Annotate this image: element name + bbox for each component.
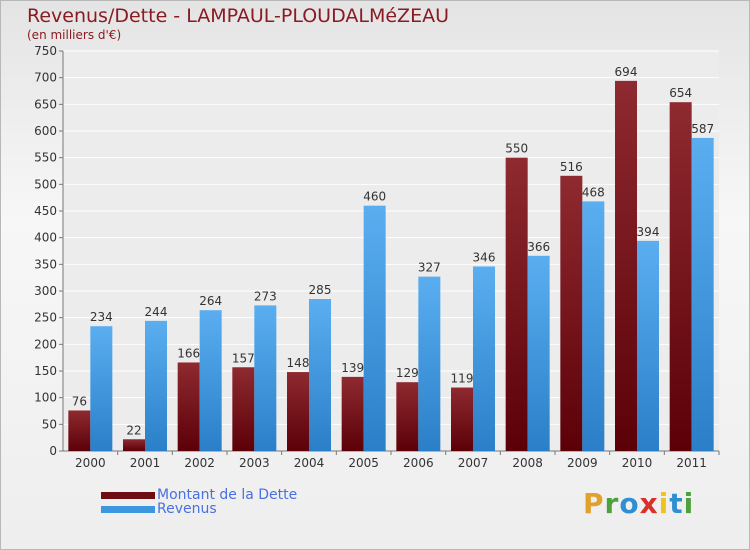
data-label-debt: 516	[560, 160, 583, 174]
x-tick-label: 2011	[676, 456, 707, 470]
y-tick-label: 100	[34, 391, 57, 405]
y-tick-label: 200	[34, 337, 57, 351]
data-label-revenue: 587	[691, 122, 714, 136]
bar-revenue	[691, 137, 714, 451]
data-label-debt: 139	[341, 361, 364, 375]
data-label-debt: 654	[669, 86, 692, 100]
bar-revenue	[637, 240, 659, 451]
data-label-debt: 129	[396, 366, 419, 380]
data-label-debt: 157	[232, 351, 255, 365]
data-label-debt: 119	[451, 372, 474, 386]
data-label-debt: 550	[505, 142, 528, 156]
data-label-revenue: 394	[637, 225, 660, 239]
x-tick-label: 2008	[512, 456, 543, 470]
bar-revenue	[473, 266, 495, 451]
y-tick-label: 350	[34, 257, 57, 271]
x-tick-label: 2001	[130, 456, 161, 470]
data-label-revenue: 366	[527, 240, 550, 254]
y-tick-label: 450	[34, 204, 57, 218]
data-label-revenue: 244	[145, 305, 168, 319]
legend-item-debt: Montant de la Dette	[101, 487, 297, 503]
data-label-debt: 694	[615, 65, 638, 79]
x-tick-label: 2007	[458, 456, 489, 470]
y-tick-label: 50	[42, 417, 57, 431]
data-label-revenue: 273	[254, 289, 277, 303]
data-label-debt: 22	[126, 423, 141, 437]
x-tick-label: 2003	[239, 456, 270, 470]
bar-debt	[341, 376, 364, 451]
data-label-revenue: 264	[199, 294, 222, 308]
data-label-revenue: 234	[90, 310, 113, 324]
legend-item-revenue: Revenus	[101, 501, 217, 517]
proxiti-logo: Proxiti	[583, 487, 694, 520]
x-tick-label: 2000	[75, 456, 106, 470]
y-tick-label: 500	[34, 177, 57, 191]
bar-debt	[560, 175, 583, 452]
bar-revenue	[418, 276, 441, 451]
logo-letter: r	[604, 487, 620, 520]
y-tick-label: 550	[34, 151, 57, 165]
bar-debt	[123, 439, 145, 451]
y-tick-label: 600	[34, 124, 57, 138]
y-tick-label: 300	[34, 284, 57, 298]
data-label-revenue: 460	[363, 190, 386, 204]
y-tick-label: 250	[34, 311, 57, 325]
y-tick-label: 750	[34, 44, 57, 58]
x-tick-label: 2005	[348, 456, 379, 470]
bar-debt	[396, 382, 419, 451]
x-tick-label: 2004	[294, 456, 325, 470]
bar-debt	[177, 362, 200, 451]
bar-revenue	[582, 201, 605, 451]
x-tick-label: 2009	[567, 456, 598, 470]
legend-label-revenue: Revenus	[157, 501, 217, 517]
data-label-revenue: 468	[582, 185, 605, 199]
data-label-debt: 76	[72, 394, 87, 408]
plot-area	[63, 51, 719, 451]
bar-debt	[505, 157, 528, 451]
legend-label-debt: Montant de la Dette	[157, 487, 298, 503]
bar-revenue	[527, 255, 550, 451]
bar-debt	[669, 102, 692, 451]
bar-debt	[287, 372, 309, 451]
bar-revenue	[363, 205, 386, 451]
chart-subtitle: (en milliers d'€)	[27, 28, 122, 42]
data-label-debt: 166	[177, 346, 200, 360]
bar-debt	[232, 367, 255, 451]
y-tick-label: 700	[34, 71, 57, 85]
bar-debt	[615, 80, 637, 451]
legend-swatch-revenue	[101, 505, 155, 513]
x-tick-label: 2002	[184, 456, 215, 470]
bar-debt	[451, 387, 473, 451]
logo-letter: i	[658, 487, 670, 520]
bar-revenue	[199, 310, 222, 451]
y-tick-label: 150	[34, 364, 57, 378]
logo-letter: P	[583, 487, 605, 520]
logo-letter: o	[619, 487, 640, 520]
bar-revenue	[254, 305, 277, 451]
y-tick-label: 650	[34, 97, 57, 111]
logo-letter: i	[683, 487, 695, 520]
data-label-revenue: 346	[473, 250, 496, 264]
bar-revenue	[90, 326, 113, 451]
x-tick-label: 2006	[403, 456, 434, 470]
bar-revenue	[309, 299, 331, 451]
logo-letter: t	[669, 487, 684, 520]
x-tick-label: 2010	[622, 456, 653, 470]
y-tick-label: 0	[49, 444, 57, 458]
logo-letter: x	[639, 487, 659, 520]
bar-revenue	[145, 320, 167, 451]
data-label-revenue: 327	[418, 261, 441, 275]
legend-swatch-debt	[101, 491, 155, 499]
y-tick-label: 400	[34, 231, 57, 245]
data-label-revenue: 285	[309, 283, 332, 297]
data-label-debt: 148	[287, 356, 310, 370]
bar-debt	[68, 410, 91, 451]
chart-title: Revenus/Dette - LAMPAUL-PLOUDALMéZEAU	[27, 5, 449, 27]
